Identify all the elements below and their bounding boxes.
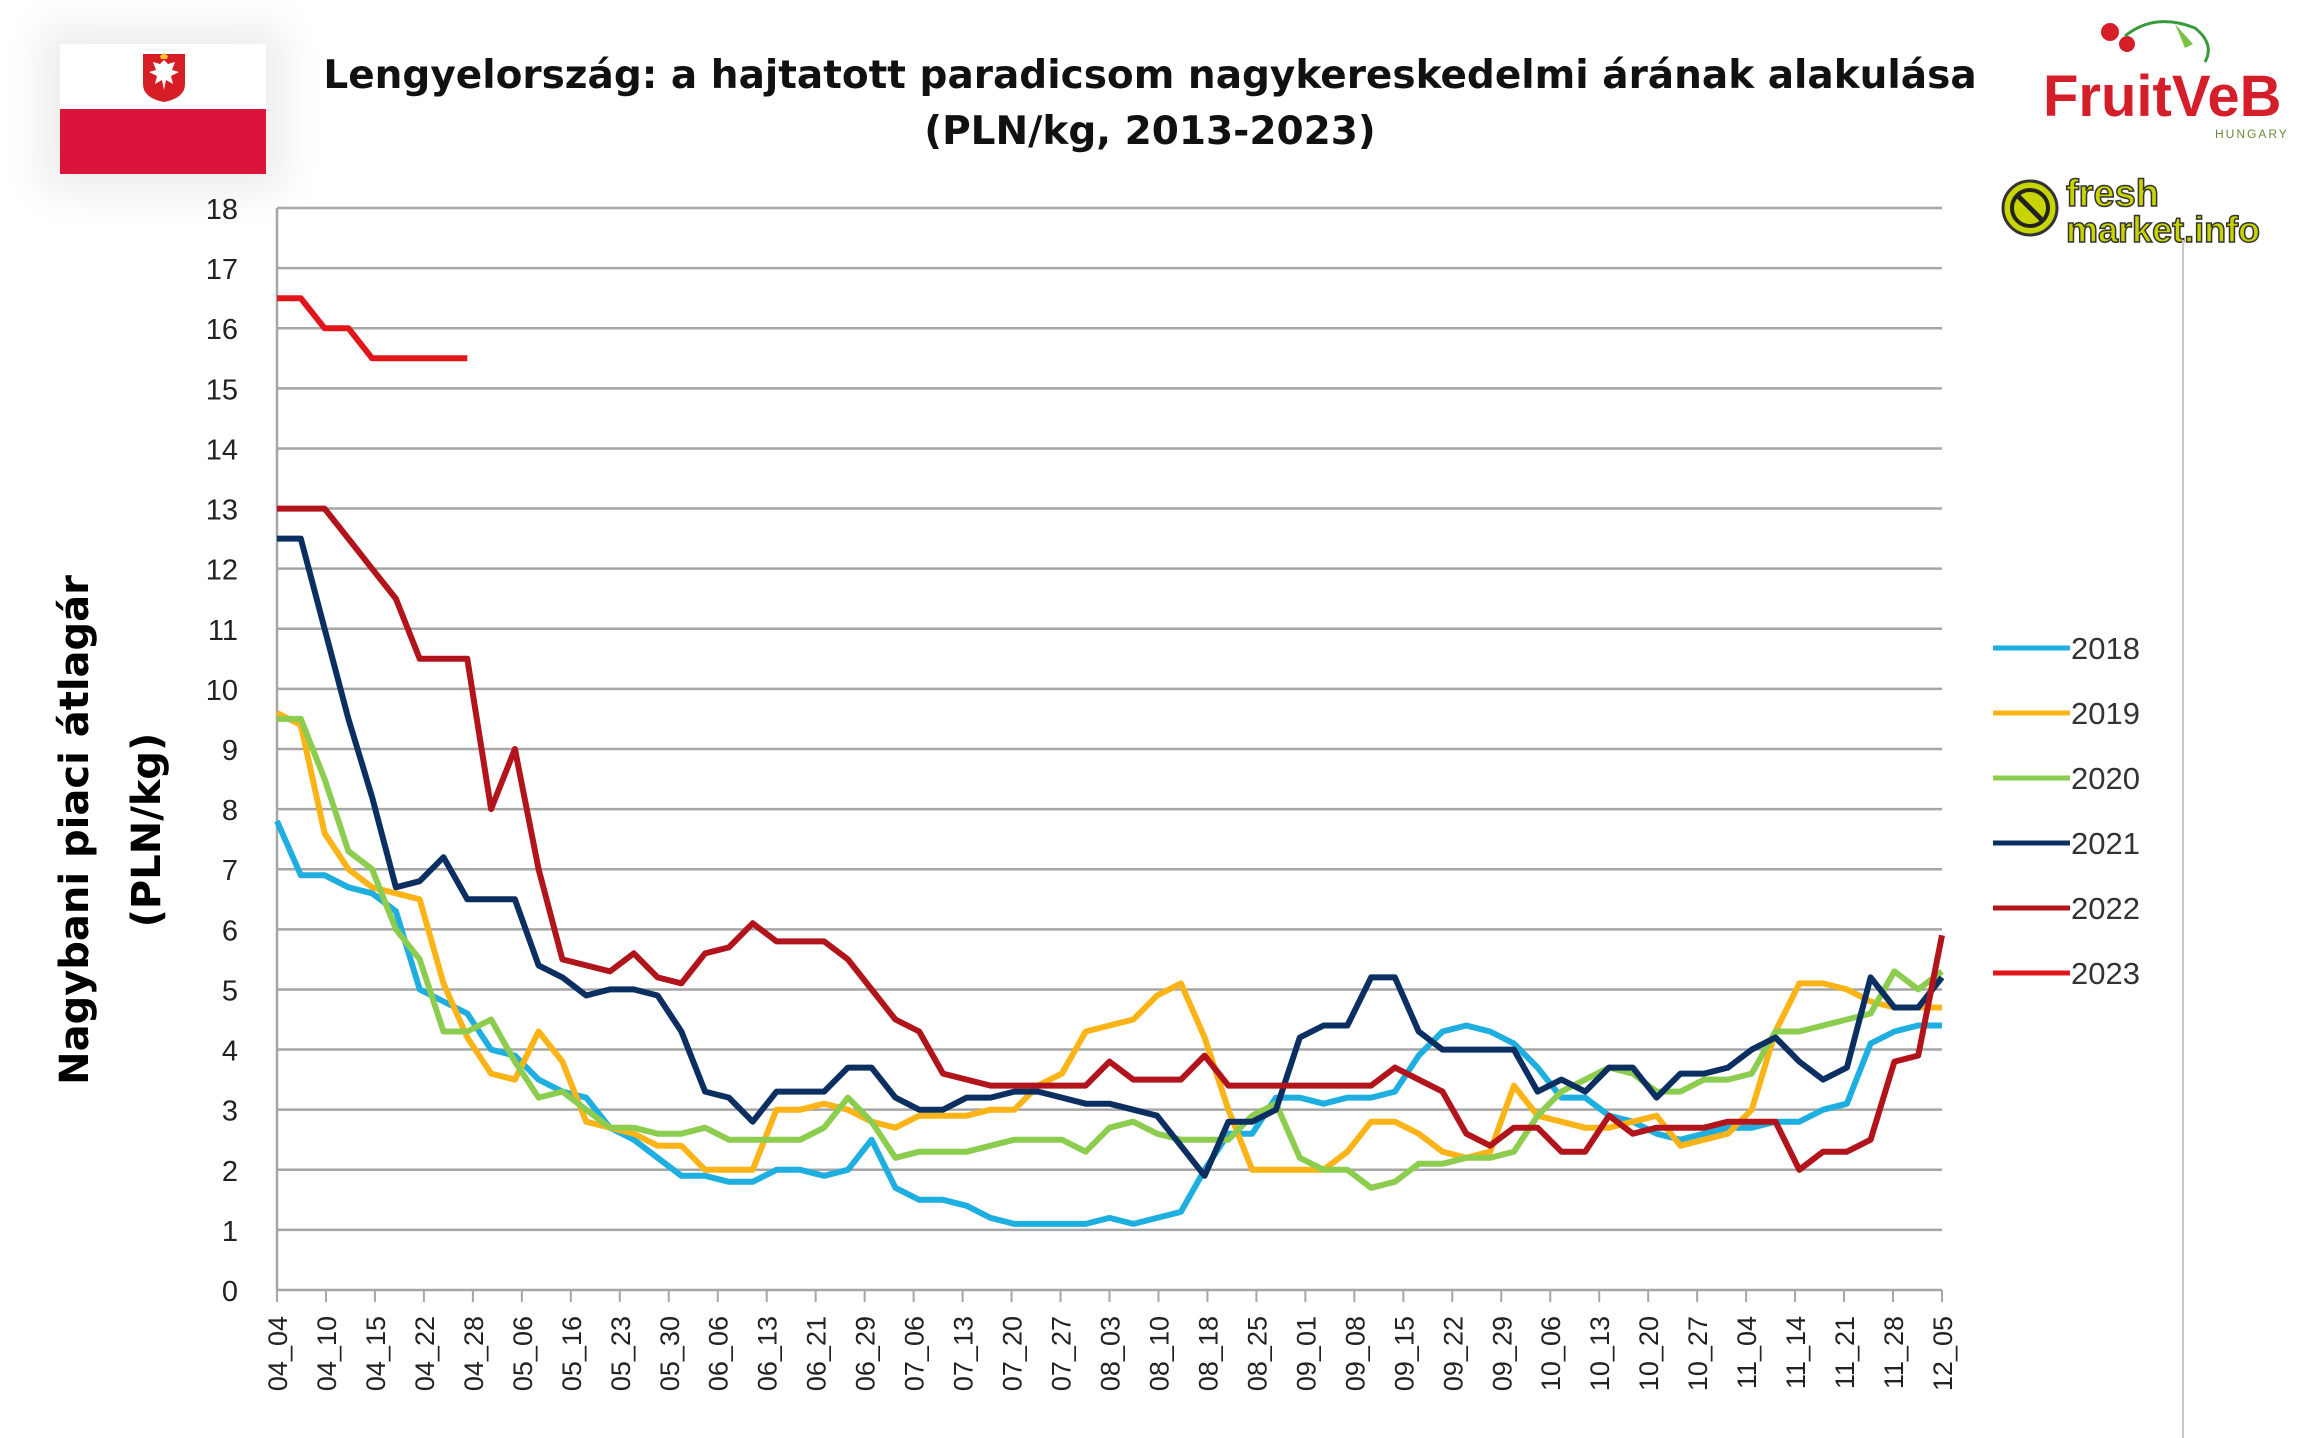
eagle-emblem-icon — [143, 53, 185, 102]
x-tick-label: 11_28 — [1879, 1316, 1909, 1389]
x-tick-label: 06_13 — [753, 1316, 783, 1391]
x-tick-label: 10_27 — [1683, 1316, 1713, 1391]
y-tick-label: 16 — [206, 314, 238, 346]
freshmarket-logo-text1: fresh — [2066, 173, 2159, 215]
legend-label: 2021 — [2071, 826, 2140, 861]
fruitveb-logo-subtext: HUNGARY — [2215, 127, 2289, 141]
series-line-2020 — [277, 715, 1944, 1191]
y-tick-label: 2 — [222, 1156, 238, 1188]
flag-red-stripe — [60, 109, 266, 174]
y-tick-label: 13 — [206, 495, 238, 527]
y-tick-label: 10 — [206, 675, 238, 707]
y-tick-label: 1 — [222, 1216, 238, 1248]
x-tick-label: 07_27 — [1047, 1316, 1077, 1391]
x-tick-label: 04_04 — [263, 1316, 293, 1391]
legend-label: 2022 — [2071, 891, 2140, 926]
x-tick-label: 05_30 — [655, 1316, 685, 1391]
x-tick-label: 04_28 — [459, 1316, 489, 1391]
legend-label: 2023 — [2071, 956, 2140, 991]
y-tick-label: 5 — [222, 975, 238, 1007]
x-tick-label: 12_05 — [1928, 1316, 1958, 1391]
x-tick-label: 08_10 — [1144, 1316, 1174, 1391]
grid-lines — [275, 206, 1942, 1292]
x-tick-label: 06_06 — [704, 1316, 734, 1391]
series-line-2021 — [277, 535, 1945, 1179]
x-tick-label: 09_22 — [1438, 1316, 1468, 1391]
y-tick-label: 11 — [208, 615, 238, 647]
fruitveb-logo-text: FruitVeB — [2043, 64, 2282, 129]
x-tick-label: 07_13 — [949, 1316, 979, 1391]
fruitveb-logo: FruitVeB HUNGARY — [2043, 20, 2289, 141]
x-tick-label: 07_06 — [900, 1316, 930, 1391]
x-tick-label: 11_21 — [1830, 1316, 1860, 1389]
x-tick-label: 04_15 — [361, 1316, 391, 1391]
divider-line — [2182, 240, 2184, 1438]
y-tick-label: 18 — [206, 194, 238, 226]
y-tick-label: 9 — [222, 735, 238, 767]
y-tick-label: 15 — [206, 374, 238, 406]
x-tick-label: 09_29 — [1487, 1316, 1517, 1391]
x-tick-label: 08_03 — [1096, 1316, 1126, 1391]
legend: 2018 2019 2020 2021 2022 2023 — [1993, 631, 2140, 991]
x-tick-label: 05_06 — [508, 1316, 538, 1391]
x-tick-label: 11_14 — [1781, 1316, 1811, 1389]
freshmarket-logo-text2: market.info — [2066, 209, 2260, 248]
y-tick-label: 14 — [206, 434, 238, 466]
y-tick-label: 6 — [222, 915, 238, 947]
y-axis-label-line1: Nagybani piaci átlagár — [52, 575, 98, 1085]
x-tick-label: 06_29 — [851, 1316, 881, 1391]
series-line-2018 — [274, 819, 1942, 1227]
x-tick-label: 06_21 — [802, 1316, 832, 1391]
x-tick-label: 08_18 — [1193, 1316, 1223, 1391]
x-tick-label: 07_20 — [998, 1316, 1028, 1391]
y-tick-label: 4 — [222, 1036, 238, 1068]
y-axis-label-line2: (PLN/kg) — [124, 733, 170, 928]
legend-label: 2018 — [2071, 631, 2140, 666]
x-axis-ticks: 04_04 04_10 04_15 04_22 04_28 05_06 05_16 05_23… — [263, 1290, 1958, 1391]
x-tick-label: 08_25 — [1242, 1316, 1272, 1391]
series-line-2022 — [277, 505, 1945, 1173]
y-tick-label: 0 — [222, 1276, 238, 1308]
legend-label: 2020 — [2071, 761, 2140, 796]
x-tick-label: 10_13 — [1585, 1316, 1615, 1391]
y-tick-label: 7 — [222, 855, 238, 887]
y-tick-label: 17 — [206, 254, 238, 286]
x-tick-label: 04_10 — [312, 1316, 342, 1391]
x-tick-label: 05_16 — [557, 1316, 587, 1391]
x-tick-label: 10_06 — [1536, 1316, 1566, 1391]
y-tick-label: 8 — [222, 795, 238, 827]
y-tick-label: 12 — [206, 555, 238, 587]
x-tick-label: 11_04 — [1732, 1316, 1762, 1389]
chart-title-line1: Lengyelország: a hajtatott paradicsom na… — [323, 53, 1977, 98]
freshmarket-logo: fresh market.info — [2001, 172, 2261, 248]
x-tick-label: 09_15 — [1389, 1316, 1419, 1391]
x-tick-label: 04_22 — [410, 1316, 440, 1391]
x-tick-label: 09_01 — [1291, 1316, 1321, 1391]
chart-title: Lengyelország: a hajtatott paradicsom na… — [280, 48, 2020, 160]
legend-label: 2019 — [2071, 696, 2140, 731]
x-tick-label: 10_20 — [1634, 1316, 1664, 1391]
x-tick-label: 09_08 — [1340, 1316, 1370, 1391]
x-tick-label: 05_23 — [606, 1316, 636, 1391]
y-tick-label: 3 — [222, 1096, 238, 1128]
series-line-2023 — [277, 295, 468, 362]
chart-title-line2: (PLN/kg, 2013-2023) — [924, 109, 1376, 154]
series-lines — [274, 295, 1945, 1227]
poland-flag — [60, 44, 266, 174]
